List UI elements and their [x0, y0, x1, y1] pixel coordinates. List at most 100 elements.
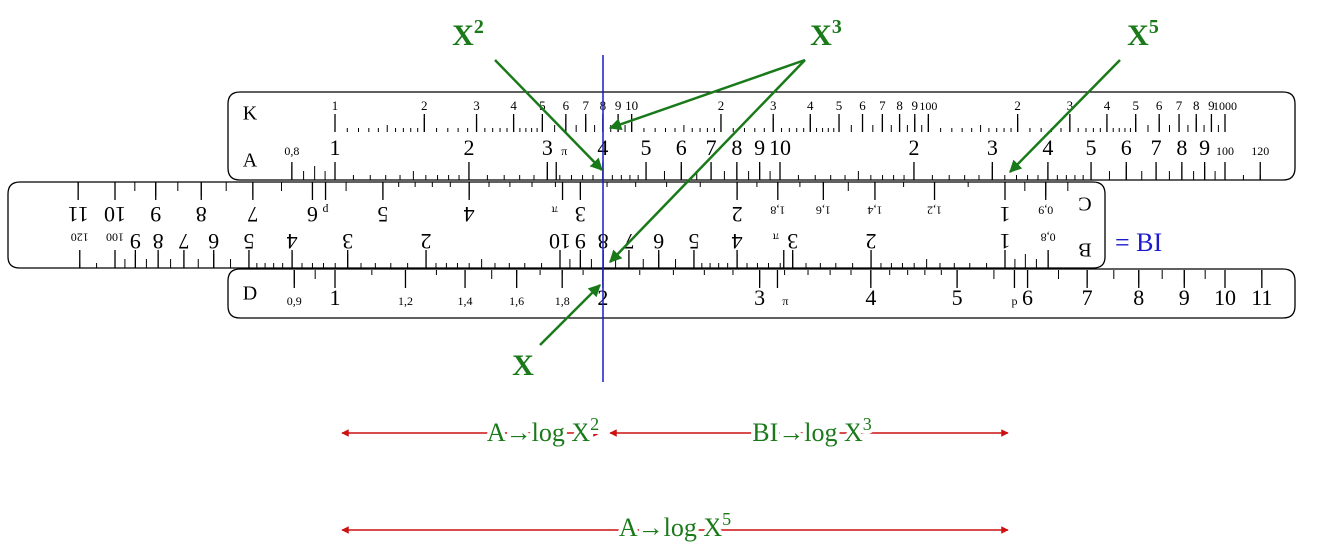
tick-label: π — [552, 203, 558, 217]
tick-label: 6 — [307, 202, 318, 227]
tick-label: 1,2 — [927, 203, 942, 217]
tick-label: 6 — [1022, 285, 1033, 310]
tick-label: 2 — [421, 229, 432, 254]
tick-label: 3 — [987, 135, 998, 160]
arrow — [494, 59, 603, 171]
tick-label: 9 — [575, 229, 586, 254]
scale-name: A — [243, 150, 258, 172]
tick-label: 1,6 — [509, 294, 524, 308]
tick-label: 11 — [1251, 285, 1272, 310]
x2-label: X2 — [452, 16, 484, 52]
tick-label: p — [323, 203, 329, 217]
tick-label: 6 — [1156, 98, 1163, 113]
tick-label: 0,8 — [284, 144, 299, 158]
tick-label: 10 — [104, 202, 126, 227]
tick-label: 6 — [1121, 135, 1132, 160]
upper-stock — [227, 91, 1296, 181]
tick-label: 4 — [807, 98, 814, 113]
tick-label: 2 — [732, 202, 743, 227]
tick-label: 7 — [706, 135, 717, 160]
tick-label: 8 — [731, 135, 742, 160]
tick-label: 0,9 — [287, 294, 302, 308]
tick-label: 5 — [952, 285, 963, 310]
tick-label: 9 — [1179, 285, 1190, 310]
tick-label: 1 — [1000, 229, 1011, 254]
tick-label: 3 — [542, 135, 553, 160]
x5-label: X5 — [1127, 16, 1159, 52]
arrow — [609, 59, 806, 263]
tick-label: 4 — [1042, 135, 1053, 160]
tick-label: 3 — [342, 229, 353, 254]
rule-body — [7, 91, 1296, 319]
tick-label: 7 — [178, 229, 189, 254]
tick-label: 2 — [718, 98, 725, 113]
tick-label: 5 — [1086, 135, 1097, 160]
tick-label: 10 — [769, 135, 791, 160]
tick-label: 0,8 — [1041, 230, 1056, 244]
tick-label: π — [782, 294, 788, 308]
x3-label: X3 — [810, 16, 842, 52]
tick-label: 9 — [1199, 135, 1210, 160]
tick-label: 4 — [865, 285, 876, 310]
bi-label: = BI — [1115, 228, 1162, 257]
tick-label: 1,8 — [555, 294, 570, 308]
tick-label: 9 — [754, 135, 765, 160]
tick-label: 5 — [377, 202, 388, 227]
tick-label: 6 — [208, 229, 219, 254]
tick-label: 2 — [421, 98, 428, 113]
tick-label: 9 — [912, 98, 919, 113]
tick-label: 9 — [1208, 98, 1215, 113]
tick-label: 1 — [1000, 202, 1011, 227]
tick-label: 7 — [1082, 285, 1093, 310]
tick-label: 4 — [1104, 98, 1111, 113]
tick-label: 8 — [896, 98, 903, 113]
scale-name: C — [1078, 192, 1091, 214]
tick-label: 4 — [287, 229, 298, 254]
tick-label: 3 — [473, 98, 480, 113]
tick-label: 100 — [1216, 144, 1234, 158]
tick-label: 1,2 — [398, 294, 413, 308]
tick-label: 9 — [130, 229, 141, 254]
tick-label: 3 — [575, 202, 586, 227]
tick-label: 8 — [1176, 135, 1187, 160]
scale-name: K — [243, 103, 258, 125]
slide — [7, 181, 1106, 269]
tick-label: 0,9 — [1038, 203, 1053, 217]
tick-label: 100 — [106, 230, 124, 244]
tick-label: π — [561, 144, 567, 158]
scales: K1234567891023456789100234567891000A0,81… — [68, 98, 1273, 310]
tick-label: 6 — [653, 229, 664, 254]
scale-name: D — [243, 283, 257, 305]
tick-label: 7 — [879, 98, 886, 113]
arrow — [539, 284, 601, 346]
tick-label: 120 — [1251, 144, 1269, 158]
tick-label: 7 — [582, 98, 589, 113]
tick-label: 8 — [196, 202, 207, 227]
x-label: X — [512, 349, 534, 382]
tick-label: 11 — [68, 202, 89, 227]
tick-label: 6 — [859, 98, 866, 113]
tick-label: 4 — [510, 98, 517, 113]
tick-label: 8 — [1133, 285, 1144, 310]
tick-label: 7 — [1151, 135, 1162, 160]
tick-label: 3 — [1067, 98, 1074, 113]
lower-stock — [227, 268, 1296, 319]
tick-label: 2 — [463, 135, 474, 160]
tick-label: 5 — [243, 229, 254, 254]
tick-label: 2 — [908, 135, 919, 160]
tick-label: 5 — [1132, 98, 1139, 113]
arrow — [608, 58, 806, 131]
tick-label: 5 — [539, 98, 546, 113]
tick-label: π — [773, 230, 779, 244]
tick-label: 1,4 — [867, 203, 882, 217]
tick-label: 6 — [676, 135, 687, 160]
tick-label: 1 — [332, 98, 339, 113]
tick-label: 5 — [688, 229, 699, 254]
tick-label: 1000 — [1213, 99, 1237, 113]
tick-label: 6 — [563, 98, 570, 113]
tick-label: 7 — [247, 202, 258, 227]
tick-label: 2 — [1014, 98, 1021, 113]
tick-label: 1 — [330, 135, 341, 160]
tick-label: 1 — [330, 285, 341, 310]
row1-right-label: BI→log X3 — [752, 414, 872, 447]
